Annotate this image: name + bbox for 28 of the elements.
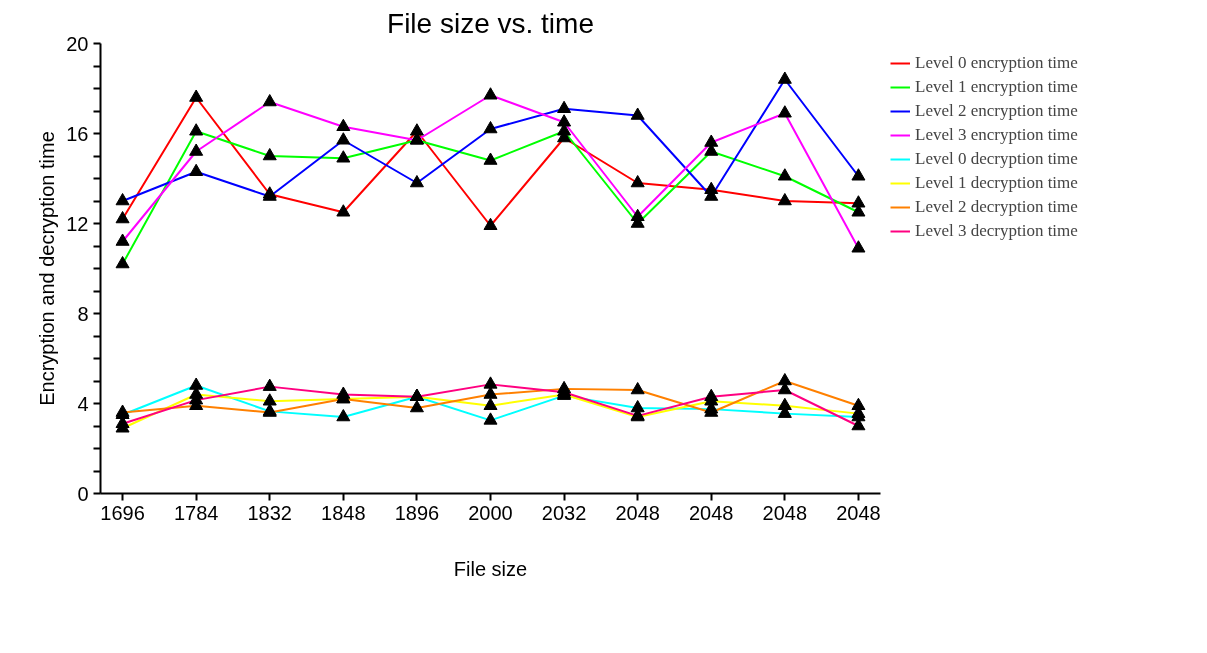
y-tick-label: 8 bbox=[77, 302, 89, 325]
x-tick-label: 1832 bbox=[247, 501, 292, 524]
legend-label: Level 1 encryption time bbox=[915, 77, 1078, 97]
legend-label: Level 3 encryption time bbox=[915, 125, 1078, 145]
x-axis-title: File size bbox=[453, 557, 528, 580]
x-tick-label: 2048 bbox=[762, 501, 808, 524]
legend-label: Level 3 decryption time bbox=[915, 221, 1078, 241]
y-tick-label: 16 bbox=[66, 122, 89, 145]
y-axis-title: Encryption and decryption time bbox=[36, 131, 59, 406]
y-tick-label: 12 bbox=[66, 212, 89, 235]
x-tick-label: 2032 bbox=[541, 501, 587, 524]
y-tick-label: 4 bbox=[77, 392, 89, 415]
legend-label: Level 2 decryption time bbox=[915, 197, 1078, 217]
legend-label: Level 0 decryption time bbox=[915, 149, 1078, 169]
x-tick-label: 1896 bbox=[394, 501, 440, 524]
legend-label: Level 0 encryption time bbox=[915, 53, 1078, 73]
y-tick-label: 20 bbox=[66, 32, 89, 55]
y-tick-label: 0 bbox=[77, 482, 89, 505]
x-tick-label: 1784 bbox=[173, 501, 219, 524]
x-tick-label: 2048 bbox=[689, 501, 734, 524]
x-tick-label: 2048 bbox=[836, 501, 881, 524]
chart-title: File size vs. time bbox=[387, 7, 594, 39]
x-tick-label: 2048 bbox=[615, 501, 660, 524]
x-tick-label: 1696 bbox=[100, 501, 145, 524]
legend-label: Level 1 decryption time bbox=[915, 173, 1078, 193]
x-tick-label: 1848 bbox=[321, 501, 366, 524]
x-tick-label: 2000 bbox=[468, 501, 513, 524]
legend-label: Level 2 encryption time bbox=[915, 101, 1078, 121]
